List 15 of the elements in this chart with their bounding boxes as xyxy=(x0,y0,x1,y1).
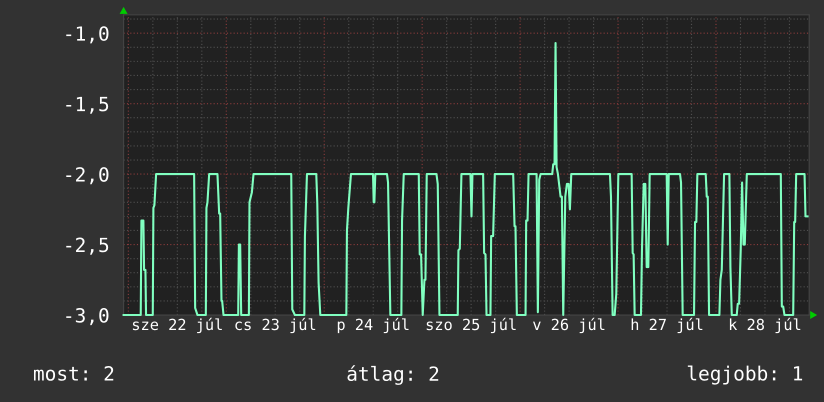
x-tick-label: v 26 júl xyxy=(533,318,604,334)
text: most: 2 xyxy=(34,366,114,381)
y-tick-label: -3,0 xyxy=(66,308,108,326)
y-tick-label: -1,5 xyxy=(66,96,108,114)
y-tick-label: -2,5 xyxy=(66,238,108,255)
y-tick-label: -1,0 xyxy=(66,26,108,44)
x-tick-label: k 28 júl xyxy=(730,318,800,334)
x-tick-label: sze 22 júl xyxy=(132,318,222,334)
x-tick-label: h 27 júl xyxy=(632,318,702,334)
x-tick-label: cs 23 júl xyxy=(235,318,316,334)
x-tick-label: szo 25 júl xyxy=(426,318,516,334)
y-tick-label: -2,0 xyxy=(66,167,108,184)
text: legjobb: 1 xyxy=(688,366,802,385)
text: átlag: 2 xyxy=(347,365,438,385)
x-tick-label: p 24 júl xyxy=(338,318,409,334)
